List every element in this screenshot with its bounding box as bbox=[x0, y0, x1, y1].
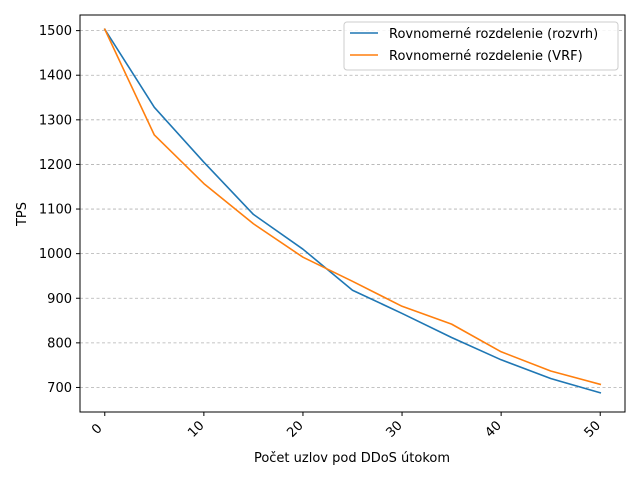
y-axis-label: TPS bbox=[15, 202, 30, 227]
y-tick-label: 1500 bbox=[39, 24, 72, 39]
legend-label-rozvrh: Rovnomerné rozdelenie (rozvrh) bbox=[389, 27, 598, 42]
y-tick-label: 1200 bbox=[39, 158, 72, 173]
y-tick-label: 700 bbox=[47, 381, 72, 396]
legend-box bbox=[343, 21, 619, 71]
y-tick-label: 900 bbox=[47, 292, 72, 307]
series-line-rozvrh bbox=[103, 28, 602, 394]
x-axis-label: Počet uzlov pod DDoS útokom bbox=[254, 451, 450, 466]
y-axis-ticks: 700 800 900 1000 1100 1200 1300 1400 1500 bbox=[39, 24, 80, 396]
plot-frame bbox=[79, 14, 626, 413]
legend: Rovnomerné rozdelenie (rozvrh) Rovnomern… bbox=[343, 21, 619, 71]
y-tick-label: 1100 bbox=[39, 203, 72, 218]
y-tick-label: 1000 bbox=[39, 247, 72, 262]
legend-label-vrf: Rovnomerné rozdelenie (VRF) bbox=[389, 49, 583, 64]
series-line-vrf bbox=[103, 28, 602, 386]
grid-lines bbox=[80, 30, 625, 388]
y-tick-label: 1300 bbox=[39, 113, 72, 128]
y-tick-label: 1400 bbox=[39, 69, 72, 84]
y-tick-label: 800 bbox=[47, 336, 72, 351]
series-lines bbox=[103, 28, 602, 394]
